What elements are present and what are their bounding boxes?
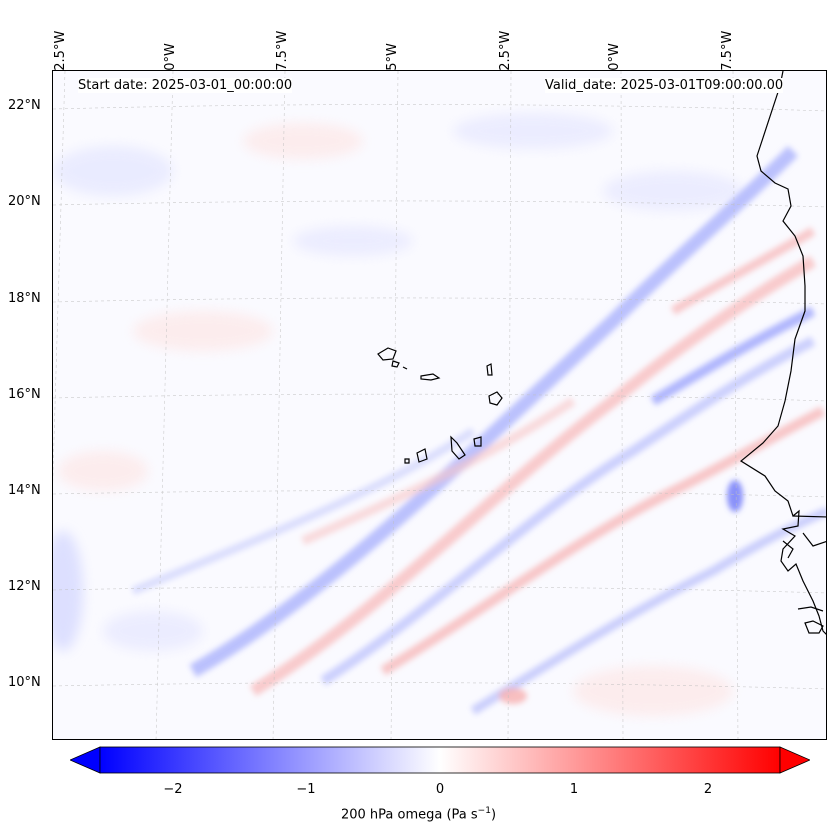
lat-label-20n: 20°N [8, 194, 41, 209]
lat-label-18n: 18°N [8, 291, 41, 306]
colorbar-right-arrow [779, 746, 812, 774]
colorbar-tick-label: −2 [163, 782, 183, 797]
colorbar-tick-label: 2 [703, 782, 713, 797]
colorbar [68, 745, 812, 775]
colorbar-label: 200 hPa omega (Pa s−1) [340, 806, 497, 823]
colorbar-tick-label: 1 [569, 782, 579, 797]
lat-label-16n: 16°N [8, 387, 41, 402]
map-panel[interactable] [52, 70, 827, 740]
colorbar-tick-label: 0 [435, 782, 445, 797]
coastline [739, 71, 826, 635]
omega-field [53, 71, 826, 739]
lat-label-14n: 14°N [8, 483, 41, 498]
start-date-label: Start date: 2025-03-01_00:00:00 [78, 78, 293, 93]
lat-label-10n: 10°N [8, 675, 41, 690]
colorbar-left-arrow [68, 746, 101, 774]
valid-date-label: Valid_date: 2025-03-01T09:00:00.00 [545, 78, 784, 93]
colorbar-tick-label: −1 [296, 782, 316, 797]
lat-label-22n: 22°N [8, 98, 41, 113]
colorbar-body [99, 746, 781, 774]
lat-label-12n: 12°N [8, 579, 41, 594]
